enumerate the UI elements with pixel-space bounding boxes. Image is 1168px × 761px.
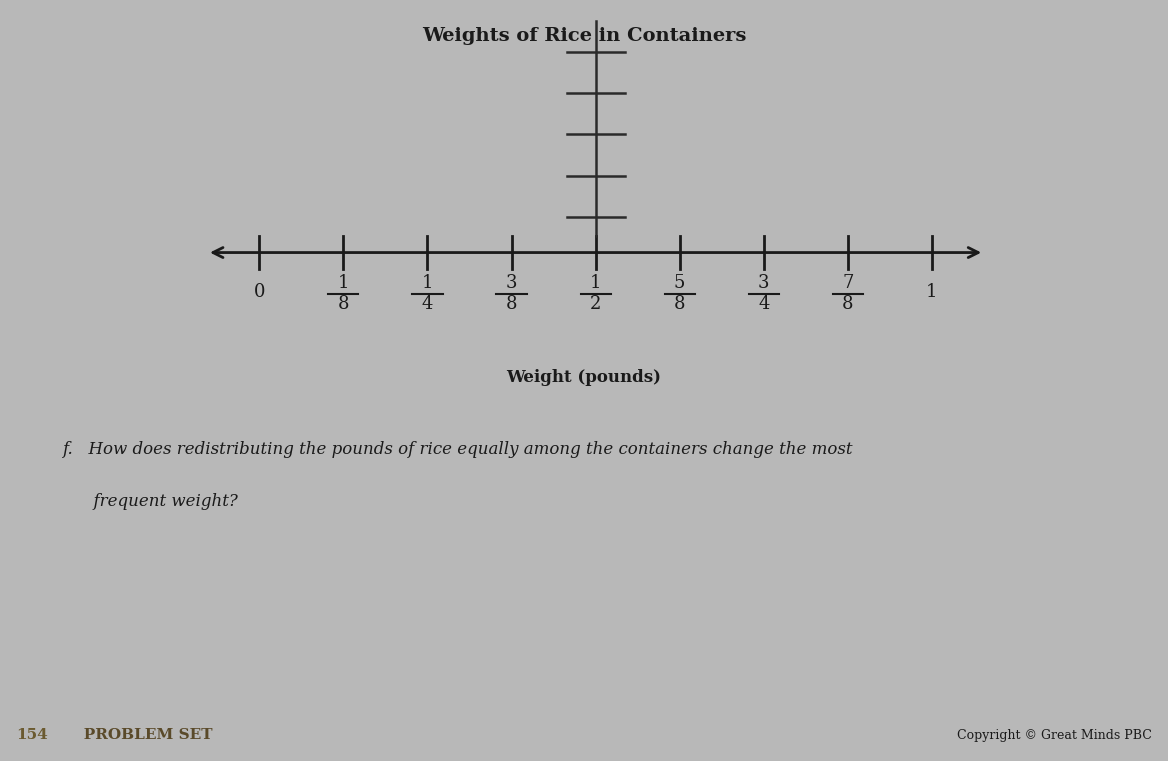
Text: Weights of Rice in Containers: Weights of Rice in Containers: [422, 27, 746, 45]
Text: 3: 3: [758, 275, 770, 292]
Text: 8: 8: [506, 295, 517, 314]
Text: 2: 2: [590, 295, 602, 314]
Text: 4: 4: [758, 295, 770, 314]
Text: Weight (pounds): Weight (pounds): [507, 369, 661, 387]
Text: 154: 154: [15, 728, 48, 742]
Text: 7: 7: [842, 275, 854, 292]
Text: Copyright © Great Minds PBC: Copyright © Great Minds PBC: [958, 729, 1153, 742]
Text: 3: 3: [506, 275, 517, 292]
Text: 1: 1: [422, 275, 433, 292]
Text: 8: 8: [842, 295, 854, 314]
Text: f.   How does redistributing the pounds of rice equally among the containers cha: f. How does redistributing the pounds of…: [62, 441, 853, 457]
Text: 8: 8: [338, 295, 349, 314]
Text: 5: 5: [674, 275, 686, 292]
Text: PROBLEM SET: PROBLEM SET: [68, 728, 213, 742]
Text: 1: 1: [926, 282, 938, 301]
Text: 1: 1: [590, 275, 602, 292]
Text: frequent weight?: frequent weight?: [62, 493, 238, 511]
Text: 4: 4: [422, 295, 433, 314]
Text: 1: 1: [338, 275, 349, 292]
Text: 8: 8: [674, 295, 686, 314]
Text: 0: 0: [253, 282, 265, 301]
